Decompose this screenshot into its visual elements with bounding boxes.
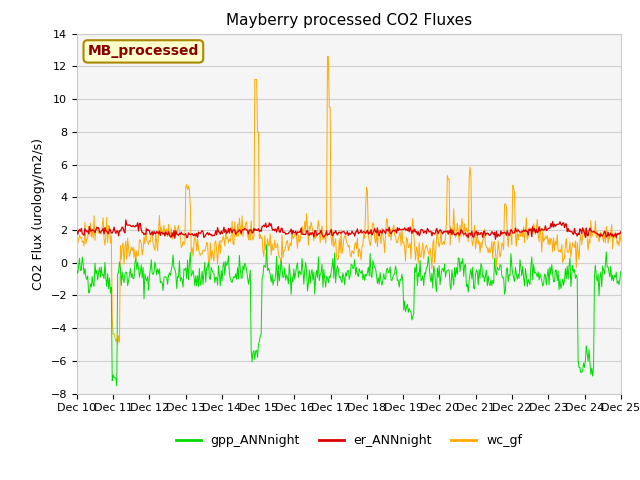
Legend: gpp_ANNnight, er_ANNnight, wc_gf: gpp_ANNnight, er_ANNnight, wc_gf	[171, 429, 527, 452]
Text: MB_processed: MB_processed	[88, 44, 199, 59]
Title: Mayberry processed CO2 Fluxes: Mayberry processed CO2 Fluxes	[226, 13, 472, 28]
Y-axis label: CO2 Flux (urology/m2/s): CO2 Flux (urology/m2/s)	[32, 138, 45, 289]
